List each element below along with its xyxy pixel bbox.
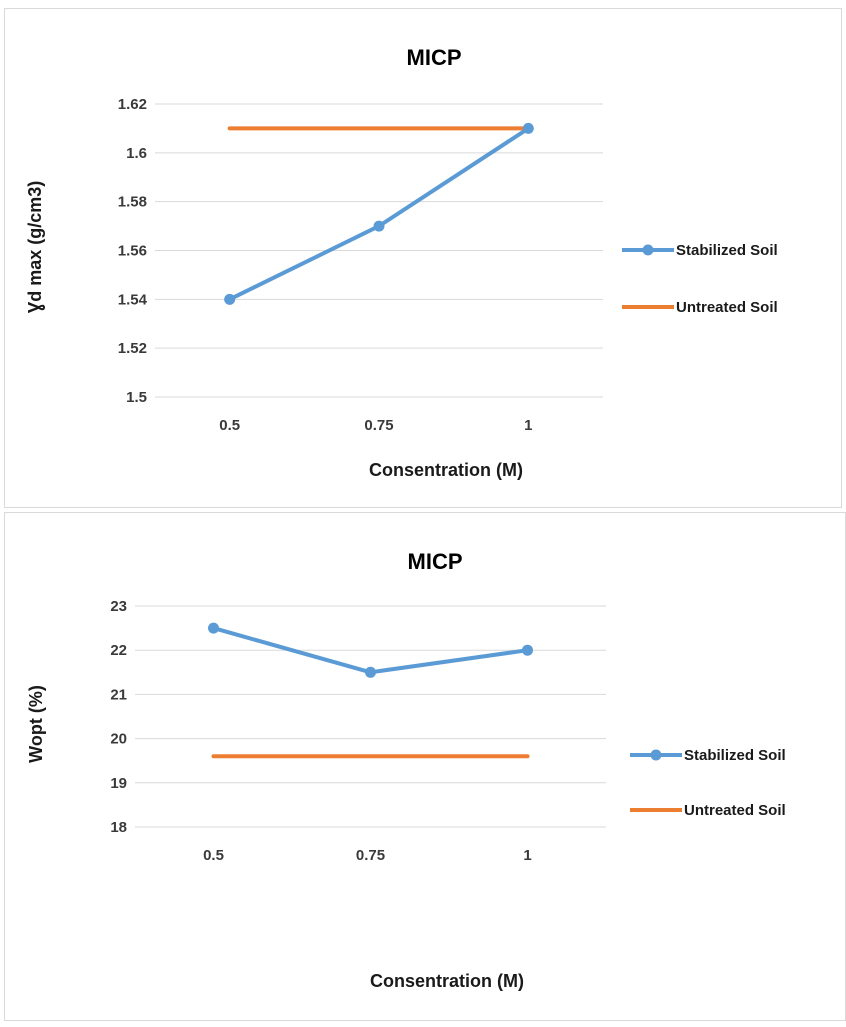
y-tick-label: 19 (110, 775, 127, 792)
series-line-stabilized-soil (230, 128, 529, 299)
legend-marker (643, 245, 654, 256)
y-tick-label: 1.5 (126, 389, 147, 406)
y-tick-label: 1.52 (118, 340, 147, 357)
x-tick-label: 1 (523, 847, 531, 864)
x-tick-label: 0.5 (203, 847, 224, 864)
x-tick-label: 1 (524, 417, 532, 434)
chart-2: MICP Consentration (M) Wopt (%) 18 19 20 21… (4, 512, 846, 1021)
y-tick-label: 1.62 (118, 96, 147, 113)
x-axis-title: Consentration (M) (369, 460, 523, 480)
legend-marker (651, 750, 662, 761)
y-tick-label: 1.54 (118, 291, 148, 308)
x-tick-label: 0.75 (356, 847, 385, 864)
data-point (208, 623, 219, 634)
chart-title: MICP (408, 549, 463, 574)
y-tick-label: 1.58 (118, 194, 147, 211)
y-axis-title: Ɣd max (g/cm3) (25, 181, 45, 314)
chart-1-svg: MICP Consentration (M) Ɣd max (g/cm3) 1.… (5, 9, 843, 509)
legend-label: Stabilized Soil (676, 242, 778, 259)
x-axis-title: Consentration (M) (370, 971, 524, 991)
y-tick-label: 23 (110, 598, 127, 615)
legend-label: Untreated Soil (684, 802, 786, 819)
chart-2-svg: MICP Consentration (M) Wopt (%) 18 19 20 21… (5, 513, 846, 1022)
y-tick-label: 22 (110, 642, 127, 659)
x-tick-label: 0.5 (219, 417, 240, 434)
legend-label: Untreated Soil (676, 299, 778, 316)
x-tick-label: 0.75 (364, 417, 393, 434)
data-point (365, 667, 376, 678)
legend-label: Stabilized Soil (684, 747, 786, 764)
y-tick-label: 1.56 (118, 243, 147, 260)
y-axis-title: Wopt (%) (26, 685, 46, 763)
y-tick-label: 18 (110, 819, 127, 836)
y-tick-label: 21 (110, 686, 127, 703)
data-point (523, 123, 534, 134)
y-tick-label: 20 (110, 731, 127, 748)
chart-1: MICP Consentration (M) Ɣd max (g/cm3) 1.… (4, 8, 842, 508)
chart-title: MICP (407, 45, 462, 70)
data-point (374, 221, 385, 232)
data-point (224, 294, 235, 305)
data-point (522, 645, 533, 656)
y-tick-label: 1.6 (126, 145, 147, 162)
